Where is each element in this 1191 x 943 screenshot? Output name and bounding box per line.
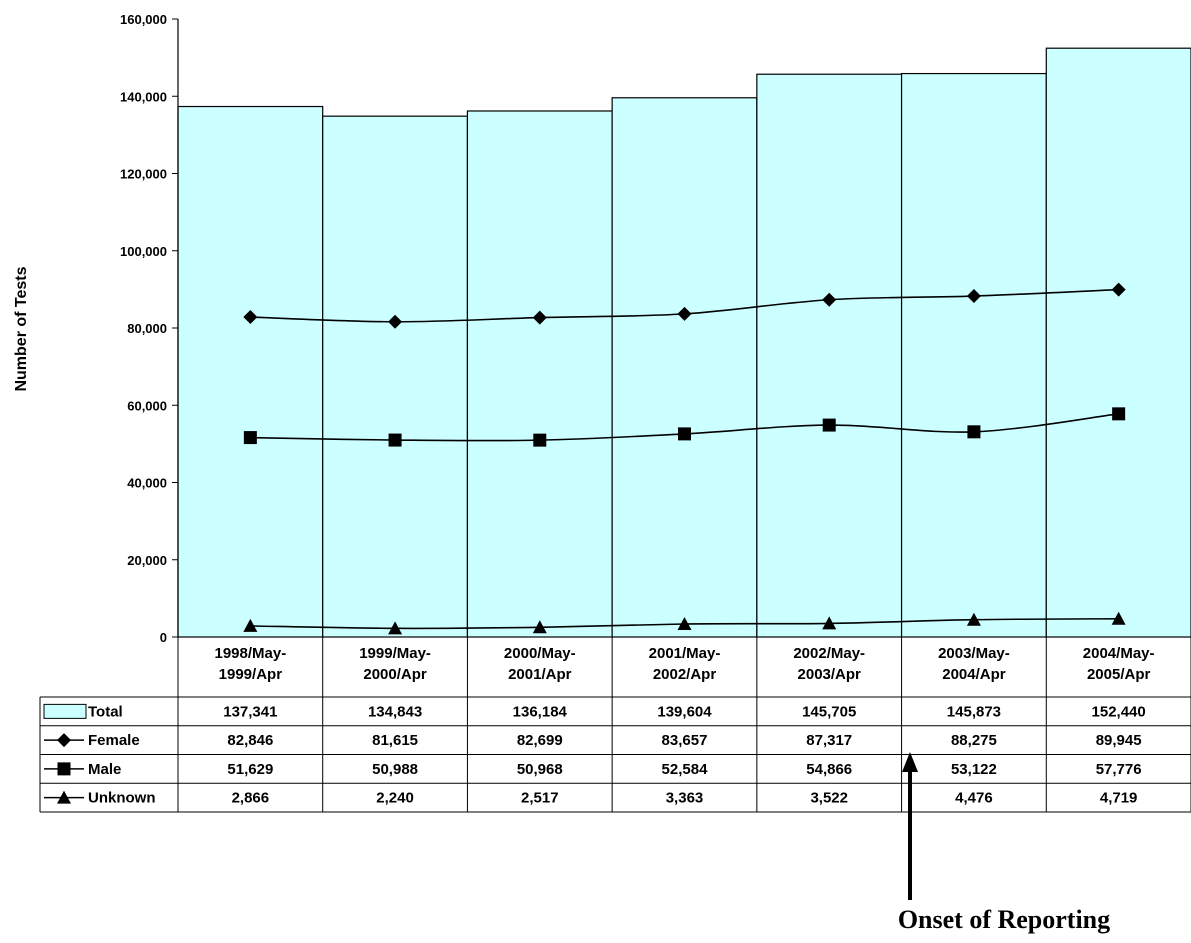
point-unknown-3: [677, 617, 692, 631]
point-male-0: [243, 431, 257, 445]
table-cell-total: 139,604: [657, 703, 712, 720]
point-male-4: [822, 418, 836, 432]
y-tick-label: 80,000: [127, 321, 167, 336]
point-female-2: [532, 310, 547, 325]
table-cell-male: 50,988: [372, 761, 418, 778]
x-category-label: 2002/May-: [793, 645, 865, 662]
point-unknown-1: [388, 621, 403, 635]
legend-total-label: Total: [88, 703, 123, 720]
point-male-3: [678, 427, 691, 441]
data-table: 1998/May- 1999/Apr 1999/May- 2000/Apr 2000/M…: [39, 637, 1191, 813]
point-unknown-0: [243, 618, 258, 632]
x-category-label: 1999/May-: [359, 645, 431, 662]
table-cell-unknown: 2,866: [232, 790, 270, 807]
y-tick-label: 120,000: [120, 167, 167, 182]
y-tick-label: 0: [160, 630, 167, 645]
table-cell-male: 57,776: [1096, 761, 1142, 778]
bar-total-1: [322, 115, 469, 638]
point-unknown-6: [1111, 611, 1126, 625]
legend-unknown-marker: [57, 790, 71, 804]
y-tick-label: 40,000: [127, 476, 167, 491]
legend-unknown-label: Unknown: [88, 790, 156, 807]
point-female-0: [243, 310, 258, 325]
x-category-label: 2005/Apr: [1087, 666, 1151, 683]
table-cell-total: 152,440: [1092, 703, 1146, 720]
table-cell-total: 137,341: [223, 703, 277, 720]
y-tick-label: 160,000: [120, 12, 167, 27]
bar-total-5: [900, 72, 1047, 638]
table-cell-female: 81,615: [372, 732, 418, 749]
table-cell-unknown: 4,476: [955, 790, 993, 807]
y-tick-label: 20,000: [127, 553, 167, 568]
x-category-label: 2001/May-: [649, 645, 721, 662]
x-category-label: 1999/Apr: [219, 666, 283, 683]
point-female-4: [822, 292, 837, 307]
bar-total-3: [611, 97, 758, 638]
table-cell-unknown: 4,719: [1100, 790, 1138, 807]
point-male-5: [967, 425, 981, 439]
point-female-6: [1111, 282, 1126, 297]
table-cell-unknown: 2,240: [376, 790, 414, 807]
table-cell-male: 50,968: [517, 761, 563, 778]
onset-annotation-text: Onset of Reporting: [898, 905, 1110, 934]
legend-male-marker: [57, 762, 71, 776]
table-cell-male: 51,629: [227, 761, 273, 778]
y-axis: 0 20,000 40,000 60,000 80,000 100,000 120,000 1…: [120, 12, 179, 645]
table-cell-unknown: 2,517: [521, 790, 559, 807]
legend-female-marker: [57, 733, 71, 748]
x-category-label: 2002/Apr: [653, 666, 717, 683]
onset-arrowhead-icon: [902, 752, 918, 772]
x-category-label: 1998/May-: [214, 645, 286, 662]
onset-annotation: Onset of Reporting: [898, 752, 1110, 934]
point-female-5: [966, 289, 981, 304]
point-female-3: [677, 306, 692, 321]
x-category-label: 2001/Apr: [508, 666, 572, 683]
x-category-label: 2004/May-: [1083, 645, 1155, 662]
x-category-label: 2003/Apr: [798, 666, 862, 683]
table-cell-unknown: 3,522: [810, 790, 848, 807]
point-male-6: [1112, 407, 1126, 421]
table-cell-total: 145,873: [947, 703, 1001, 720]
y-axis-label: Number of Tests: [13, 266, 30, 391]
bar-total-6: [1045, 47, 1191, 638]
table-cell-female: 83,657: [662, 732, 708, 749]
table-cell-total: 145,705: [802, 703, 856, 720]
point-male-2: [533, 433, 547, 447]
table-cell-male: 53,122: [951, 761, 997, 778]
legend-male-label: Male: [88, 761, 121, 778]
bar-total-4: [756, 73, 903, 638]
table-cell-female: 89,945: [1096, 732, 1142, 749]
legend-total-swatch: [43, 703, 87, 719]
y-tick-label: 140,000: [120, 89, 167, 104]
x-category-label: 2000/Apr: [363, 666, 427, 683]
point-male-1: [388, 433, 402, 447]
point-unknown-5: [966, 612, 981, 626]
table-cell-unknown: 3,363: [666, 790, 704, 807]
x-category-label: 2003/May-: [938, 645, 1010, 662]
table-cell-male: 54,866: [806, 761, 852, 778]
lines-layer: [243, 282, 1126, 635]
bar-total-2: [466, 110, 613, 638]
bar-total-0: [177, 105, 324, 638]
point-female-1: [388, 314, 403, 329]
table-cell-female: 87,317: [806, 732, 852, 749]
table-cell-female: 82,846: [227, 732, 273, 749]
point-unknown-4: [822, 616, 837, 630]
x-category-label: 2000/May-: [504, 645, 576, 662]
table-cell-female: 82,699: [517, 732, 563, 749]
y-tick-label: 100,000: [120, 244, 167, 259]
table-cell-total: 136,184: [513, 703, 568, 720]
point-unknown-2: [532, 620, 547, 634]
x-category-label: 2004/Apr: [942, 666, 1006, 683]
legend-female-label: Female: [88, 732, 140, 749]
bars-layer: [177, 47, 1191, 638]
table-cell-female: 88,275: [951, 732, 997, 749]
table-cell-total: 134,843: [368, 703, 422, 720]
y-tick-label: 60,000: [127, 398, 167, 413]
table-cell-male: 52,584: [662, 761, 709, 778]
